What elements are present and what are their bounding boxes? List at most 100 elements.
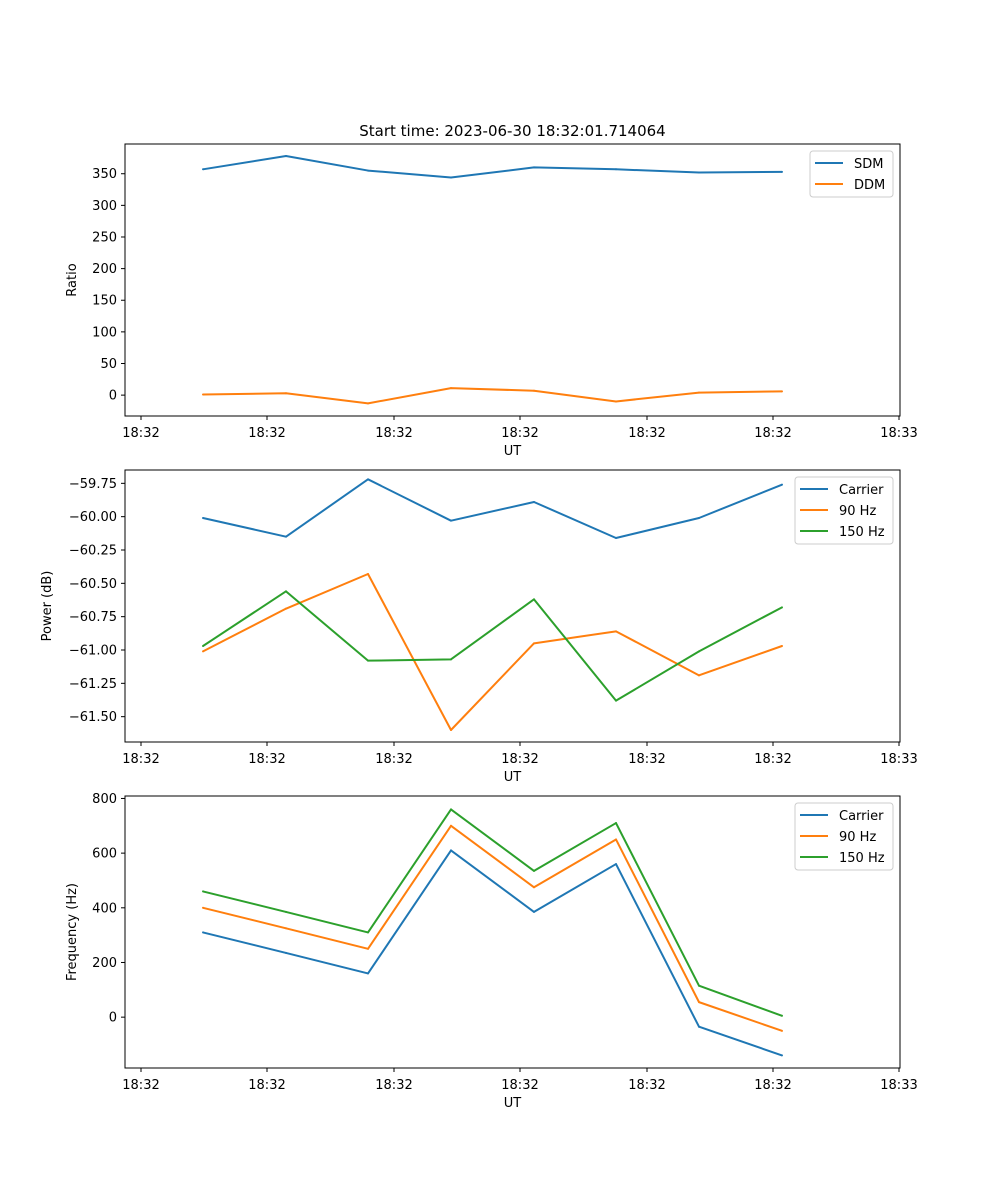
x-tick-label: 18:33 xyxy=(880,752,917,767)
y-tick-label: −60.50 xyxy=(69,577,117,592)
data-point xyxy=(367,478,369,481)
x-tick-label: 18:32 xyxy=(501,426,538,441)
chart-title: Start time: 2023-06-30 18:32:01.714064 xyxy=(359,122,665,140)
data-point xyxy=(450,808,452,811)
y-tick-label: 50 xyxy=(100,357,117,372)
y-tick-label: 800 xyxy=(92,792,117,807)
x-tick-label: 18:32 xyxy=(122,752,159,767)
y-tick-label: 200 xyxy=(92,956,117,971)
data-point xyxy=(533,389,535,392)
data-point xyxy=(781,645,783,647)
data-point xyxy=(285,951,287,954)
legend-entry: 150 Hz xyxy=(839,525,885,540)
y-tick-label: 350 xyxy=(92,167,117,182)
x-tick-label: 18:32 xyxy=(754,752,791,767)
plot-frame xyxy=(124,469,901,743)
chart-panel-2: −61.50 −61.25 −61.00 −60.75 −60.50 −60.25 −60.… xyxy=(40,469,918,785)
data-point xyxy=(367,573,369,575)
data-point xyxy=(202,906,204,909)
data-point xyxy=(615,863,617,866)
y-tick-label: 600 xyxy=(92,847,117,862)
series-line-90-hz xyxy=(202,824,783,1032)
y-tick-label: −61.50 xyxy=(69,710,117,725)
y-tick-label: 300 xyxy=(92,199,117,214)
data-point xyxy=(698,391,700,394)
x-tick-label: 18:32 xyxy=(248,426,285,441)
plot-frame xyxy=(124,143,901,417)
y-tick-label: −59.75 xyxy=(69,477,117,492)
legend: Carrier 90 Hz 150 Hz xyxy=(794,476,894,545)
data-point xyxy=(202,645,204,647)
legend-frame xyxy=(794,802,894,871)
data-point xyxy=(698,1025,700,1028)
y-tick-label: 0 xyxy=(109,1011,117,1026)
data-point xyxy=(367,659,369,662)
series-line-sdm xyxy=(202,155,783,179)
data-point xyxy=(450,519,452,522)
data-point xyxy=(450,849,452,852)
x-tick-label: 18:32 xyxy=(375,426,412,441)
data-point xyxy=(202,890,204,893)
x-tick-label: 18:32 xyxy=(375,752,412,767)
y-axis-label: Ratio xyxy=(65,263,80,296)
data-point xyxy=(450,176,452,179)
data-point xyxy=(450,824,452,827)
data-point xyxy=(615,537,617,539)
data-point xyxy=(781,170,783,173)
data-point xyxy=(615,822,617,825)
data-point xyxy=(533,166,535,169)
chart-panel-1: 0 50 100 150 200 250 300 350 18:32 18:32 18:32 18:3… xyxy=(65,143,918,459)
data-point xyxy=(202,931,204,934)
data-point xyxy=(285,927,287,930)
x-tick-label: 18:33 xyxy=(880,426,917,441)
data-point xyxy=(202,168,204,171)
data-point xyxy=(450,387,452,390)
y-tick-label: −61.00 xyxy=(69,644,117,659)
series-line-carrier xyxy=(202,849,783,1057)
data-point xyxy=(533,501,535,503)
x-tick-label: 18:32 xyxy=(501,752,538,767)
y-tick-label: −60.75 xyxy=(69,610,117,625)
data-point xyxy=(285,535,287,538)
series-line-carrier xyxy=(202,478,783,539)
x-tick-label: 18:32 xyxy=(628,752,665,767)
legend-entry: Carrier xyxy=(839,483,884,498)
series-line-ddm xyxy=(202,387,783,405)
data-point xyxy=(615,699,617,702)
data-point xyxy=(781,1054,783,1057)
x-tick-label: 18:33 xyxy=(880,1078,917,1093)
data-point xyxy=(450,658,452,661)
x-tick-label: 18:32 xyxy=(754,1078,791,1093)
data-point xyxy=(615,400,617,403)
legend-frame xyxy=(794,476,894,545)
y-tick-label: 400 xyxy=(92,901,117,916)
series-line-150-hz xyxy=(202,808,783,1017)
x-tick-label: 18:32 xyxy=(122,1078,159,1093)
data-point xyxy=(285,155,287,158)
data-point xyxy=(698,984,700,987)
data-point xyxy=(781,606,783,609)
data-point xyxy=(615,838,617,841)
data-point xyxy=(285,607,287,610)
x-tick-label: 18:32 xyxy=(375,1078,412,1093)
data-point xyxy=(285,392,287,395)
data-point xyxy=(285,590,287,593)
x-tick-label: 18:32 xyxy=(501,1078,538,1093)
data-point xyxy=(367,931,369,934)
data-point xyxy=(698,517,700,519)
y-tick-label: 150 xyxy=(92,294,117,309)
y-tick-label: 250 xyxy=(92,230,117,245)
series-line-150-hz xyxy=(202,590,783,702)
y-tick-label: 0 xyxy=(109,389,117,404)
x-tick-label: 18:32 xyxy=(754,426,791,441)
x-axis-label: UT xyxy=(504,770,522,785)
x-tick-label: 18:32 xyxy=(122,426,159,441)
x-tick-label: 18:32 xyxy=(248,1078,285,1093)
data-point xyxy=(367,947,369,950)
data-point xyxy=(285,910,287,913)
data-point xyxy=(533,886,535,889)
data-point xyxy=(367,169,369,172)
y-tick-label: 200 xyxy=(92,262,117,277)
data-point xyxy=(615,630,617,633)
data-point xyxy=(202,650,204,653)
